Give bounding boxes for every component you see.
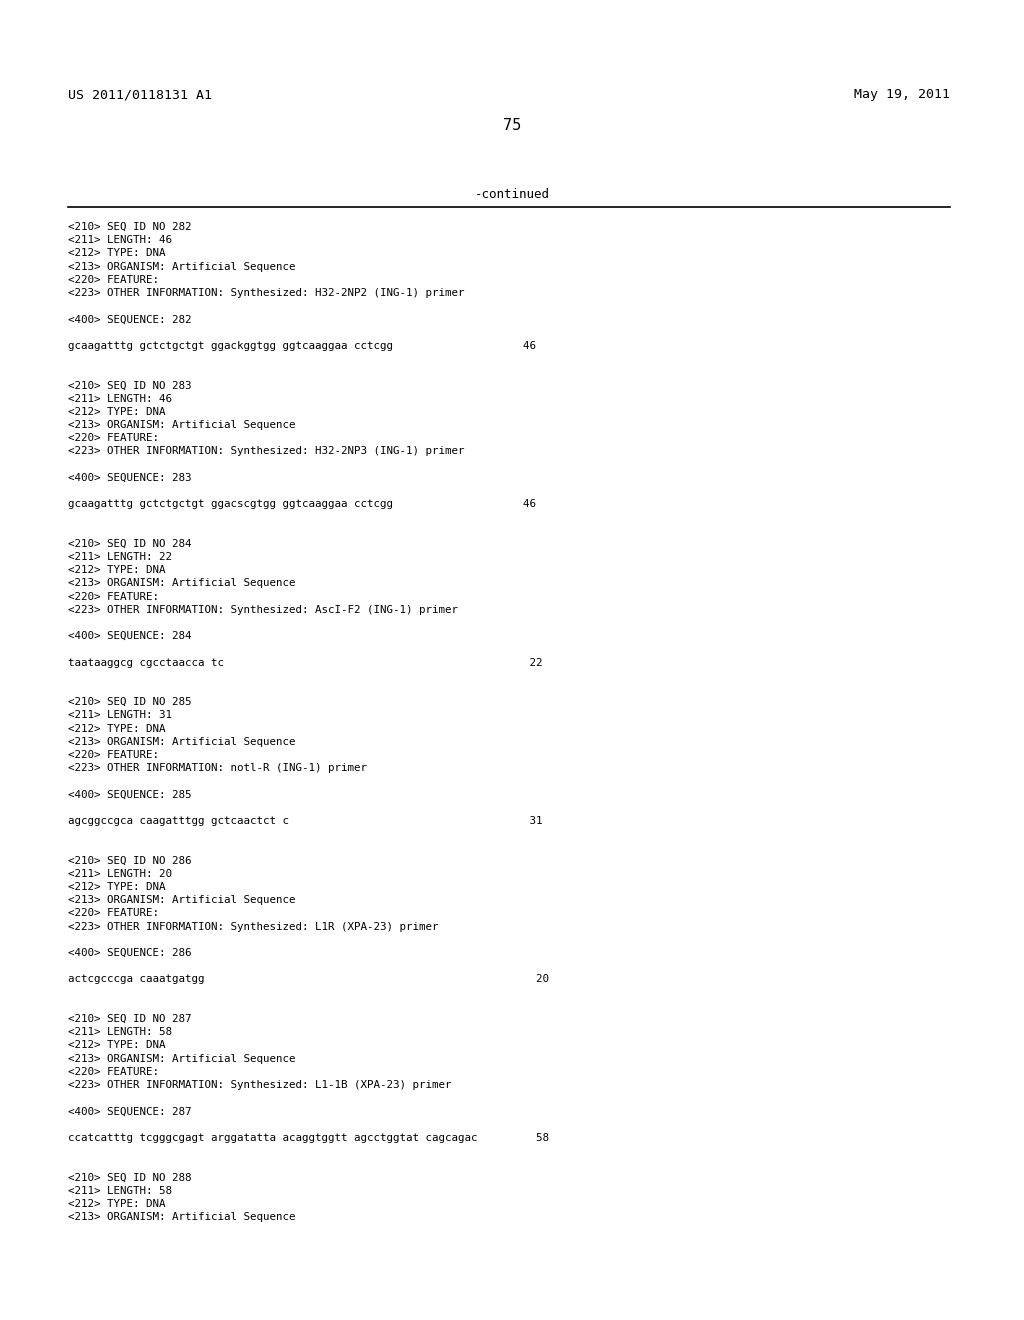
Text: <213> ORGANISM: Artificial Sequence: <213> ORGANISM: Artificial Sequence	[68, 895, 296, 906]
Text: <210> SEQ ID NO 287: <210> SEQ ID NO 287	[68, 1014, 191, 1024]
Text: US 2011/0118131 A1: US 2011/0118131 A1	[68, 88, 212, 102]
Text: <210> SEQ ID NO 283: <210> SEQ ID NO 283	[68, 380, 191, 391]
Text: <211> LENGTH: 46: <211> LENGTH: 46	[68, 235, 172, 246]
Text: -continued: -continued	[474, 187, 550, 201]
Text: <211> LENGTH: 22: <211> LENGTH: 22	[68, 552, 172, 562]
Text: <400> SEQUENCE: 285: <400> SEQUENCE: 285	[68, 789, 191, 800]
Text: <400> SEQUENCE: 286: <400> SEQUENCE: 286	[68, 948, 191, 958]
Text: <213> ORGANISM: Artificial Sequence: <213> ORGANISM: Artificial Sequence	[68, 737, 296, 747]
Text: <212> TYPE: DNA: <212> TYPE: DNA	[68, 407, 166, 417]
Text: <213> ORGANISM: Artificial Sequence: <213> ORGANISM: Artificial Sequence	[68, 1053, 296, 1064]
Text: gcaagatttg gctctgctgt ggacscgtgg ggtcaaggaa cctcgg                    46: gcaagatttg gctctgctgt ggacscgtgg ggtcaag…	[68, 499, 536, 510]
Text: <210> SEQ ID NO 284: <210> SEQ ID NO 284	[68, 539, 191, 549]
Text: <220> FEATURE:: <220> FEATURE:	[68, 433, 159, 444]
Text: ccatcatttg tcgggcgagt arggatatta acaggtggtt agcctggtat cagcagac         58: ccatcatttg tcgggcgagt arggatatta acaggtg…	[68, 1133, 549, 1143]
Text: <212> TYPE: DNA: <212> TYPE: DNA	[68, 1040, 166, 1051]
Text: <220> FEATURE:: <220> FEATURE:	[68, 591, 159, 602]
Text: <210> SEQ ID NO 286: <210> SEQ ID NO 286	[68, 855, 191, 866]
Text: <223> OTHER INFORMATION: Synthesized: AscI-F2 (ING-1) primer: <223> OTHER INFORMATION: Synthesized: As…	[68, 605, 458, 615]
Text: <210> SEQ ID NO 282: <210> SEQ ID NO 282	[68, 222, 191, 232]
Text: <213> ORGANISM: Artificial Sequence: <213> ORGANISM: Artificial Sequence	[68, 1212, 296, 1222]
Text: <213> ORGANISM: Artificial Sequence: <213> ORGANISM: Artificial Sequence	[68, 578, 296, 589]
Text: <213> ORGANISM: Artificial Sequence: <213> ORGANISM: Artificial Sequence	[68, 261, 296, 272]
Text: <210> SEQ ID NO 285: <210> SEQ ID NO 285	[68, 697, 191, 708]
Text: <223> OTHER INFORMATION: notl-R (ING-1) primer: <223> OTHER INFORMATION: notl-R (ING-1) …	[68, 763, 367, 774]
Text: <212> TYPE: DNA: <212> TYPE: DNA	[68, 565, 166, 576]
Text: taataaggcg cgcctaacca tc                                               22: taataaggcg cgcctaacca tc 22	[68, 657, 543, 668]
Text: <210> SEQ ID NO 288: <210> SEQ ID NO 288	[68, 1172, 191, 1183]
Text: <212> TYPE: DNA: <212> TYPE: DNA	[68, 248, 166, 259]
Text: <211> LENGTH: 58: <211> LENGTH: 58	[68, 1185, 172, 1196]
Text: May 19, 2011: May 19, 2011	[854, 88, 950, 102]
Text: actcgcccga caaatgatgg                                                   20: actcgcccga caaatgatgg 20	[68, 974, 549, 985]
Text: <211> LENGTH: 58: <211> LENGTH: 58	[68, 1027, 172, 1038]
Text: <223> OTHER INFORMATION: Synthesized: L1R (XPA-23) primer: <223> OTHER INFORMATION: Synthesized: L1…	[68, 921, 438, 932]
Text: <400> SEQUENCE: 283: <400> SEQUENCE: 283	[68, 473, 191, 483]
Text: agcggccgca caagatttgg gctcaactct c                                     31: agcggccgca caagatttgg gctcaactct c 31	[68, 816, 543, 826]
Text: <220> FEATURE:: <220> FEATURE:	[68, 750, 159, 760]
Text: <211> LENGTH: 20: <211> LENGTH: 20	[68, 869, 172, 879]
Text: <223> OTHER INFORMATION: Synthesized: H32-2NP3 (ING-1) primer: <223> OTHER INFORMATION: Synthesized: H3…	[68, 446, 465, 457]
Text: <213> ORGANISM: Artificial Sequence: <213> ORGANISM: Artificial Sequence	[68, 420, 296, 430]
Text: <220> FEATURE:: <220> FEATURE:	[68, 1067, 159, 1077]
Text: <400> SEQUENCE: 287: <400> SEQUENCE: 287	[68, 1106, 191, 1117]
Text: <220> FEATURE:: <220> FEATURE:	[68, 908, 159, 919]
Text: <211> LENGTH: 31: <211> LENGTH: 31	[68, 710, 172, 721]
Text: <220> FEATURE:: <220> FEATURE:	[68, 275, 159, 285]
Text: <223> OTHER INFORMATION: Synthesized: L1-1B (XPA-23) primer: <223> OTHER INFORMATION: Synthesized: L1…	[68, 1080, 452, 1090]
Text: <400> SEQUENCE: 284: <400> SEQUENCE: 284	[68, 631, 191, 642]
Text: gcaagatttg gctctgctgt ggackggtgg ggtcaaggaa cctcgg                    46: gcaagatttg gctctgctgt ggackggtgg ggtcaag…	[68, 341, 536, 351]
Text: <212> TYPE: DNA: <212> TYPE: DNA	[68, 723, 166, 734]
Text: <211> LENGTH: 46: <211> LENGTH: 46	[68, 393, 172, 404]
Text: 75: 75	[503, 117, 521, 133]
Text: <212> TYPE: DNA: <212> TYPE: DNA	[68, 1199, 166, 1209]
Text: <223> OTHER INFORMATION: Synthesized: H32-2NP2 (ING-1) primer: <223> OTHER INFORMATION: Synthesized: H3…	[68, 288, 465, 298]
Text: <212> TYPE: DNA: <212> TYPE: DNA	[68, 882, 166, 892]
Text: <400> SEQUENCE: 282: <400> SEQUENCE: 282	[68, 314, 191, 325]
